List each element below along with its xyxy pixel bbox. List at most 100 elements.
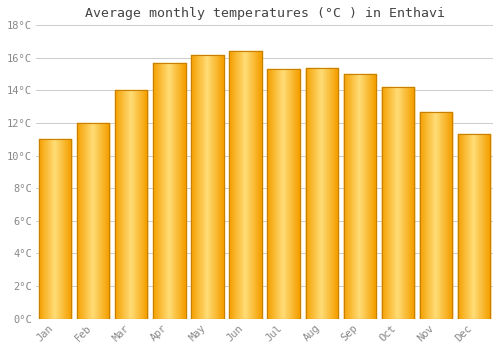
Bar xyxy=(405,87,406,318)
Bar xyxy=(311,68,312,318)
Bar xyxy=(413,87,414,318)
Bar xyxy=(215,55,216,318)
Bar xyxy=(484,134,485,318)
Bar xyxy=(423,112,424,318)
Bar xyxy=(243,51,244,318)
Bar xyxy=(60,139,61,318)
Bar xyxy=(346,74,347,318)
Bar xyxy=(208,55,209,318)
Bar xyxy=(411,87,412,318)
Bar xyxy=(223,55,224,318)
Bar xyxy=(412,87,413,318)
Bar xyxy=(370,74,371,318)
Bar xyxy=(180,63,182,318)
Bar xyxy=(40,139,41,318)
Bar xyxy=(82,123,83,318)
Bar xyxy=(214,55,215,318)
Bar xyxy=(371,74,372,318)
Bar xyxy=(349,74,350,318)
Bar xyxy=(402,87,404,318)
Bar xyxy=(314,68,315,318)
Bar xyxy=(298,69,300,318)
Bar xyxy=(382,87,383,318)
Bar xyxy=(425,112,426,318)
Bar xyxy=(258,51,259,318)
Bar xyxy=(458,134,459,318)
Bar xyxy=(383,87,384,318)
Bar xyxy=(292,69,293,318)
Bar xyxy=(94,123,95,318)
Bar xyxy=(442,112,443,318)
Bar xyxy=(460,134,461,318)
Bar xyxy=(277,69,278,318)
Bar xyxy=(459,134,460,318)
Bar xyxy=(422,112,423,318)
Bar xyxy=(479,134,480,318)
Bar xyxy=(158,63,159,318)
Bar xyxy=(322,68,323,318)
Bar xyxy=(245,51,246,318)
Bar xyxy=(482,134,483,318)
Bar xyxy=(404,87,405,318)
Bar xyxy=(312,68,313,318)
Bar xyxy=(121,90,122,318)
Bar xyxy=(446,112,448,318)
Bar xyxy=(61,139,62,318)
Bar xyxy=(313,68,314,318)
Bar xyxy=(91,123,92,318)
Bar xyxy=(209,55,210,318)
Bar xyxy=(310,68,311,318)
Bar xyxy=(283,69,284,318)
Bar xyxy=(118,90,119,318)
Bar xyxy=(317,68,318,318)
Bar xyxy=(409,87,410,318)
Bar xyxy=(395,87,396,318)
Bar xyxy=(306,68,307,318)
Bar xyxy=(51,139,52,318)
Bar xyxy=(220,55,221,318)
Bar xyxy=(157,63,158,318)
Bar xyxy=(115,90,116,318)
Bar xyxy=(260,51,261,318)
Bar xyxy=(275,69,276,318)
Bar xyxy=(473,134,474,318)
Bar xyxy=(358,74,359,318)
Bar xyxy=(182,63,183,318)
Bar xyxy=(167,63,168,318)
Bar xyxy=(109,123,110,318)
Bar xyxy=(397,87,398,318)
Bar xyxy=(406,87,407,318)
Bar xyxy=(337,68,338,318)
Bar xyxy=(200,55,201,318)
Bar xyxy=(288,69,289,318)
Bar xyxy=(268,69,269,318)
Bar xyxy=(129,90,130,318)
Bar xyxy=(81,123,82,318)
Bar xyxy=(485,134,486,318)
Bar xyxy=(120,90,121,318)
Bar xyxy=(64,139,65,318)
Bar xyxy=(297,69,298,318)
Bar xyxy=(332,68,333,318)
Bar xyxy=(122,90,123,318)
Bar xyxy=(391,87,392,318)
Bar xyxy=(328,68,330,318)
Bar xyxy=(436,112,437,318)
Bar xyxy=(464,134,465,318)
Bar xyxy=(365,74,366,318)
Bar xyxy=(90,123,91,318)
Bar xyxy=(362,74,363,318)
Bar xyxy=(197,55,198,318)
Bar xyxy=(316,68,317,318)
Bar xyxy=(162,63,163,318)
Bar xyxy=(276,69,277,318)
Bar xyxy=(92,123,93,318)
Bar xyxy=(253,51,254,318)
Bar xyxy=(448,112,449,318)
Bar xyxy=(374,74,375,318)
Bar xyxy=(250,51,251,318)
Bar xyxy=(285,69,286,318)
Bar xyxy=(145,90,146,318)
Bar xyxy=(172,63,173,318)
Bar xyxy=(252,51,253,318)
